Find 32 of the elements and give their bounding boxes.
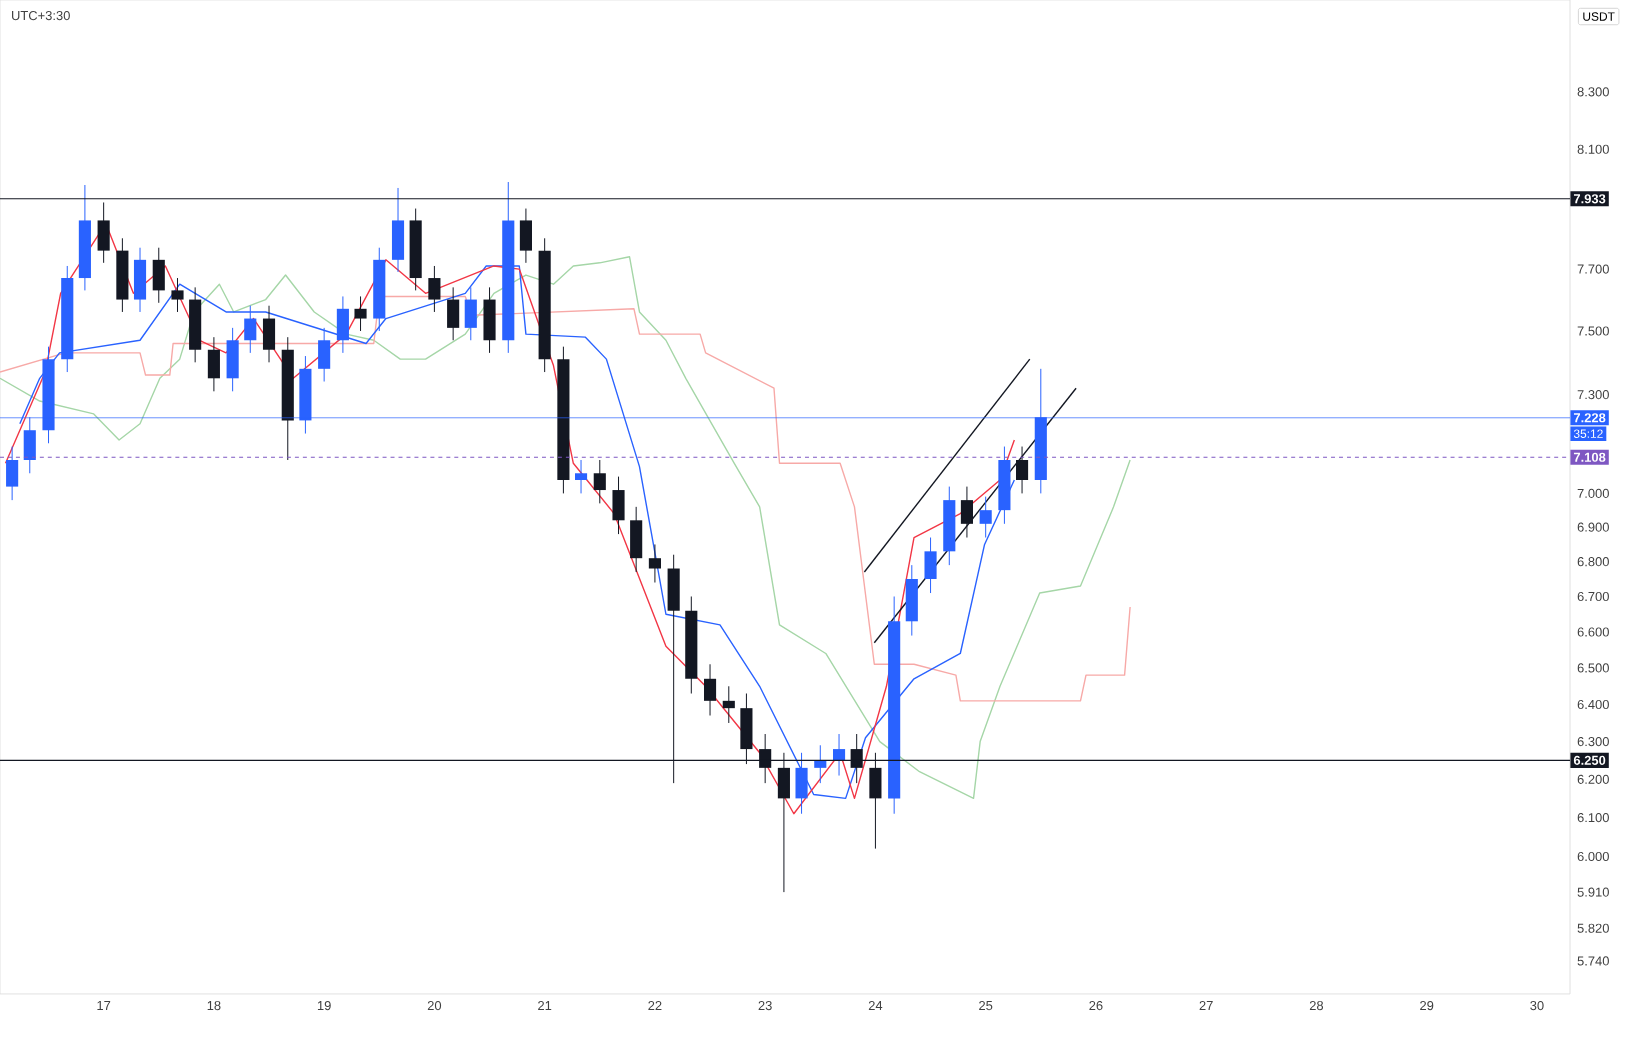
candlestick — [6, 446, 19, 501]
candlestick — [262, 305, 276, 363]
candlestick — [630, 506, 643, 573]
candlestick — [354, 295, 367, 332]
candlestick — [703, 663, 717, 716]
line-series — [0, 295, 1131, 702]
candlestick — [905, 564, 918, 637]
candlestick — [960, 486, 973, 539]
candlestick — [924, 537, 937, 594]
candlestick — [574, 459, 588, 494]
candlestick — [318, 327, 331, 382]
candlestick — [519, 208, 532, 264]
candlestick — [171, 277, 184, 313]
candlestick — [207, 336, 220, 392]
candlestick — [483, 286, 496, 354]
candlestick — [593, 459, 606, 504]
candlestick — [152, 247, 165, 304]
candlestick — [1015, 446, 1029, 494]
candlestick — [832, 733, 846, 777]
candlestick — [612, 476, 625, 535]
candlestick — [447, 286, 460, 341]
candlestick — [244, 305, 257, 354]
candlestick — [814, 744, 827, 784]
candlestick — [722, 685, 735, 724]
candlestick — [133, 247, 147, 313]
candlestick — [464, 286, 477, 341]
candlestick — [336, 295, 349, 354]
candlestick — [648, 543, 661, 583]
candlestick — [391, 187, 405, 273]
candlestick — [226, 327, 239, 392]
candlestick — [428, 265, 441, 313]
candlestick — [979, 496, 992, 539]
